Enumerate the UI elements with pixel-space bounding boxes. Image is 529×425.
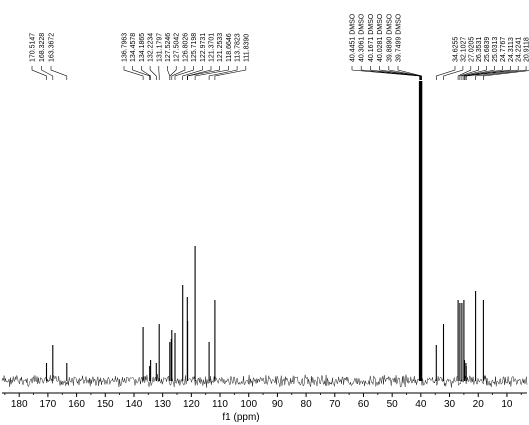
peak-shift-label: 24.2241 (516, 37, 523, 62)
x-tick-label: 110 (212, 399, 228, 410)
peak-shift-label: 26.3531 (476, 37, 483, 62)
peak-label-connector (187, 66, 220, 80)
peak-label-connector (461, 66, 487, 80)
peak-shift-label: 40.1671 DMSO (368, 13, 375, 62)
peak-shift-label: 125.7198 (191, 33, 198, 62)
x-tick-label: 100 (240, 399, 257, 410)
peak-shift-label: 40.0281 DMSO (377, 13, 384, 62)
peak-shift-label: 168.3228 (39, 33, 46, 62)
x-tick-label: 80 (301, 399, 313, 410)
x-tick-label: 10 (501, 399, 513, 410)
peak-label-connector (463, 66, 495, 80)
x-tick-label: 40 (415, 399, 427, 410)
peak-label-connector (351, 66, 420, 80)
peak-label-connector (149, 66, 157, 80)
peak-label-connector (214, 66, 247, 80)
peak-shift-label: 126.8026 (182, 33, 189, 62)
peak-label-connector (370, 66, 421, 80)
peak-shift-label: 134.1865 (139, 33, 146, 62)
peak-label-connector (174, 66, 194, 80)
peak-shift-label: 20.9118 (524, 37, 529, 62)
peak-shift-label: 127.5246 (165, 33, 172, 62)
peak-label-connector (208, 66, 238, 80)
x-axis-label: f1 (ppm) (222, 412, 259, 423)
peak-label-connector (379, 66, 422, 80)
spectrum-trace-layer (1, 81, 528, 388)
x-tick-label: 60 (358, 399, 370, 410)
peak-label-connector (483, 70, 529, 80)
x-tick-label: 70 (329, 399, 341, 410)
x-tick-label: 20 (473, 399, 485, 410)
peak-label-connector (475, 66, 527, 80)
peak-label-connector (457, 66, 472, 80)
x-tick-label: 180 (11, 399, 28, 410)
x-tick-label: 90 (272, 399, 284, 410)
peak-label-connector (397, 66, 422, 80)
peak-label-connector (141, 66, 151, 80)
peak-label-connector (123, 66, 144, 80)
peak-shift-label: 136.7963 (122, 33, 129, 62)
peak-label-connector (443, 66, 464, 80)
x-tick-label: 130 (154, 399, 171, 410)
peak-label-connector (50, 66, 68, 80)
peak-shift-label: 170.5147 (30, 33, 37, 62)
x-tick-label: 150 (97, 399, 114, 410)
peak-shift-label: 132.2234 (148, 33, 155, 62)
peak-shift-label: 111.8390 (243, 34, 250, 62)
peak-label-connector (194, 66, 229, 80)
peak-shift-label: 163.3672 (49, 33, 56, 62)
peak-shift-label: 121.3701 (209, 33, 216, 62)
peak-shift-label: 113.7823 (235, 33, 242, 62)
peak-shift-label: 34.6255 (453, 37, 460, 62)
peak-label-connector (169, 66, 177, 80)
peak-shift-label: 25.6839 (484, 37, 491, 62)
peak-shift-label: 122.9731 (200, 33, 207, 62)
peak-shift-label: 40.3061 DMSO (359, 13, 366, 62)
peak-shift-label: 39.7499 DMSO (396, 13, 403, 62)
peak-label-connector (182, 66, 203, 80)
peak-label-connector (360, 66, 421, 80)
peak-label-connector (41, 66, 54, 80)
peak-label-connector (464, 66, 503, 80)
peak-label-connector (465, 66, 519, 80)
peak-shift-label: 24.7767 (500, 37, 507, 62)
peak-label-connector (132, 66, 150, 80)
peak-shift-label: 40.4451 DMSO (350, 13, 357, 62)
x-tick-label: 120 (183, 399, 200, 410)
peak-shift-label: 24.3113 (508, 37, 515, 62)
peak-shift-label: 131.1797 (156, 33, 163, 62)
x-axis: 180 170 160 150 140 130 120 110 100 90 80 70 60 50 40 3… (2, 392, 527, 410)
peak-shift-label: 121.2533 (217, 33, 224, 62)
peak-label-connector (388, 66, 422, 80)
peak-label-connector (187, 66, 212, 80)
x-tick-label: 30 (444, 399, 456, 410)
peak-shift-label: 25.0313 (492, 37, 499, 62)
x-tick-label: 140 (126, 399, 143, 410)
peak-label-layer: 170.5147 168.3228 163.3672 136.7963 134.4578… (30, 13, 529, 80)
peak-label-connector (459, 66, 480, 80)
peak-shift-label: 27.0205 (468, 37, 475, 62)
x-tick-label: 170 (40, 399, 57, 410)
peak-shift-label: 118.6646 (226, 33, 233, 62)
peak-label-connector (465, 66, 511, 80)
peak-label-connector (171, 66, 186, 80)
peak-label-connector (167, 66, 171, 80)
peak-shift-label: 32.1027 (460, 37, 467, 62)
peak-shift-label: 127.5042 (174, 33, 181, 62)
peak-label-connector (31, 66, 47, 80)
peak-shift-label: 134.4578 (130, 33, 137, 62)
baseline-noise (1, 374, 528, 388)
peak-label-connector (435, 66, 456, 80)
x-tick-label: 50 (387, 399, 399, 410)
x-tick-label: 160 (68, 399, 85, 410)
peak-shift-label: 39.8890 DMSO (386, 13, 393, 62)
